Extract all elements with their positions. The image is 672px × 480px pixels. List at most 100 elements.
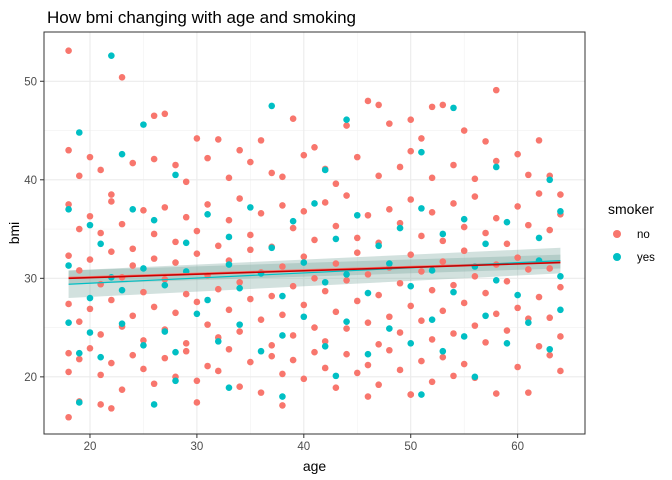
x-tick-label: 20	[84, 441, 97, 453]
point-no	[396, 329, 404, 336]
point-yes	[279, 332, 286, 339]
point-no	[471, 193, 479, 200]
point-yes	[386, 260, 393, 267]
y-tick-label: 30	[24, 273, 37, 285]
point-no	[375, 291, 382, 299]
point-no	[525, 389, 532, 396]
point-no	[182, 178, 190, 186]
point-no	[108, 296, 115, 304]
point-no	[279, 311, 286, 319]
point-no	[75, 225, 83, 233]
point-no	[161, 354, 169, 362]
point-no	[193, 135, 201, 142]
point-no	[65, 368, 72, 376]
point-no	[65, 252, 72, 259]
point-yes	[161, 328, 169, 335]
point-no	[471, 273, 479, 280]
point-yes	[65, 319, 72, 326]
plot-panel	[44, 32, 585, 434]
point-no	[364, 319, 372, 326]
point-yes	[268, 244, 276, 252]
point-no	[236, 146, 243, 154]
point-no	[140, 207, 147, 214]
point-yes	[514, 291, 521, 299]
point-no	[150, 155, 158, 163]
point-no	[204, 362, 211, 370]
point-no	[172, 259, 179, 266]
point-no	[225, 306, 233, 314]
point-no	[353, 297, 361, 305]
point-yes	[321, 166, 329, 174]
point-yes	[214, 338, 222, 345]
point-yes	[86, 221, 94, 229]
point-no	[65, 47, 72, 55]
point-no	[525, 266, 532, 273]
point-no	[321, 338, 329, 345]
point-yes	[418, 391, 425, 398]
point-yes	[503, 218, 511, 226]
point-no	[65, 146, 72, 154]
point-yes	[482, 312, 489, 320]
legend-item-yes: yes	[613, 252, 655, 264]
point-no	[204, 321, 211, 328]
point-no	[535, 190, 543, 197]
point-no	[428, 286, 436, 294]
point-no	[108, 359, 115, 367]
point-yes	[375, 242, 382, 250]
point-no	[214, 367, 222, 375]
point-yes	[343, 318, 350, 325]
point-no	[407, 251, 415, 258]
point-no	[557, 191, 564, 198]
point-no	[300, 375, 308, 383]
point-no	[546, 351, 554, 359]
point-no	[257, 316, 265, 324]
point-no	[353, 153, 361, 161]
point-no	[450, 330, 457, 337]
point-yes	[268, 102, 276, 110]
point-no	[97, 280, 104, 288]
point-no	[364, 97, 372, 105]
point-yes	[492, 163, 500, 171]
point-no	[343, 350, 350, 358]
point-yes	[236, 321, 243, 328]
point-no	[396, 366, 404, 374]
point-no	[343, 325, 350, 332]
plot-border	[43, 31, 586, 435]
point-yes	[65, 206, 72, 213]
point-no	[353, 234, 361, 242]
point-yes	[150, 216, 158, 224]
point-no	[247, 231, 254, 239]
point-yes	[118, 320, 126, 327]
point-no	[279, 173, 286, 181]
point-no	[193, 377, 201, 385]
point-no	[129, 262, 137, 269]
point-no	[375, 101, 382, 109]
point-no	[514, 363, 521, 371]
point-yes	[75, 349, 83, 357]
point-yes	[418, 205, 425, 212]
legend-key-no	[613, 230, 621, 238]
point-yes	[172, 348, 179, 356]
point-no	[364, 271, 372, 278]
point-no	[450, 200, 457, 207]
point-no	[428, 378, 436, 386]
point-yes	[492, 276, 500, 284]
point-yes	[535, 234, 543, 242]
point-yes	[225, 233, 233, 241]
point-yes	[557, 208, 564, 215]
point-no	[460, 299, 468, 307]
point-yes	[86, 329, 94, 336]
point-no	[353, 369, 361, 377]
point-yes	[140, 342, 147, 349]
point-no	[247, 158, 254, 166]
point-yes	[300, 259, 308, 266]
point-no	[386, 346, 393, 354]
x-tick-label: 50	[404, 441, 417, 453]
point-no	[332, 260, 340, 267]
point-no	[118, 74, 126, 81]
point-yes	[482, 240, 489, 248]
point-no	[332, 222, 340, 230]
point-no	[108, 198, 115, 205]
point-no	[332, 384, 340, 391]
point-yes	[332, 372, 340, 380]
